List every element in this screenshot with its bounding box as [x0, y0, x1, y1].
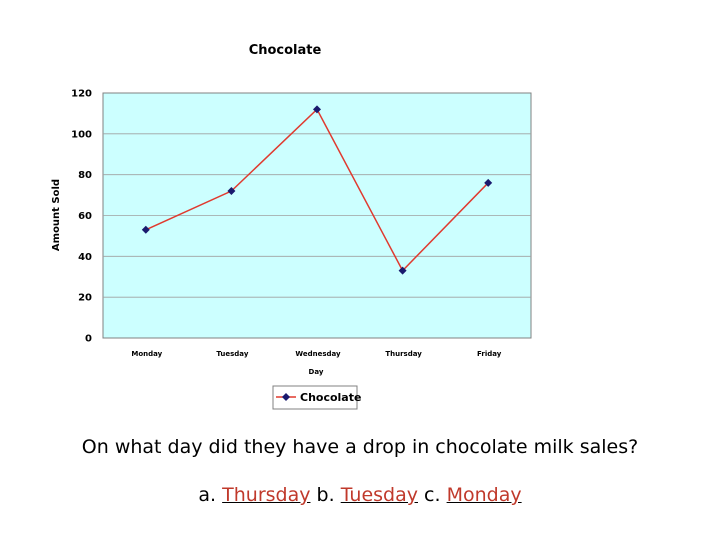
data-point [227, 187, 236, 195]
gridlines [103, 133, 531, 298]
chart-title: Chocolate [249, 43, 322, 58]
y-tick-label: 60 [78, 211, 92, 222]
x-tick-label: Friday [477, 350, 502, 358]
data-point [484, 178, 493, 187]
x-axis-ticks: Monday Tuesday Wednesday Thursday Friday [131, 350, 501, 358]
option-c-label[interactable]: Monday [446, 484, 522, 506]
x-tick-label: Tuesday [216, 350, 248, 358]
series-markers [141, 105, 493, 275]
data-point [313, 105, 321, 114]
legend-marker [282, 393, 290, 401]
legend: Chocolate [272, 385, 361, 410]
y-tick-label: 40 [78, 252, 92, 263]
y-tick-label: 20 [78, 293, 92, 304]
x-tick-label: Wednesday [295, 350, 341, 358]
answer-options: a. Thursday b. Tuesday c. Monday [0, 484, 720, 506]
option-a-label[interactable]: Thursday [222, 484, 311, 506]
y-tick-label: 0 [85, 334, 92, 345]
option-b-label[interactable]: Tuesday [340, 484, 418, 506]
x-tick-label: Monday [131, 350, 162, 358]
question-text: On what day did they have a drop in choc… [81, 436, 639, 458]
y-tick-label: 80 [78, 170, 92, 181]
y-tick-label: 100 [71, 129, 92, 140]
y-axis-ticks: 0 20 40 60 80 100 120 [71, 89, 92, 345]
legend-label: Chocolate [300, 391, 361, 404]
option-b-prefix: b. [316, 484, 335, 506]
y-tick-label: 120 [71, 89, 92, 100]
data-point [398, 266, 407, 275]
legend-box [272, 385, 358, 410]
data-point [141, 225, 150, 234]
option-c-prefix: c. [424, 484, 441, 506]
option-a-prefix: a. [198, 484, 217, 506]
y-axis-label: Amount Sold [51, 179, 62, 251]
x-tick-label: Thursday [385, 350, 422, 358]
line-chart: Chocolate 0 20 40 60 80 100 120 Monday Tuesday W… [51, 43, 532, 410]
x-axis-label: Day [309, 368, 324, 376]
